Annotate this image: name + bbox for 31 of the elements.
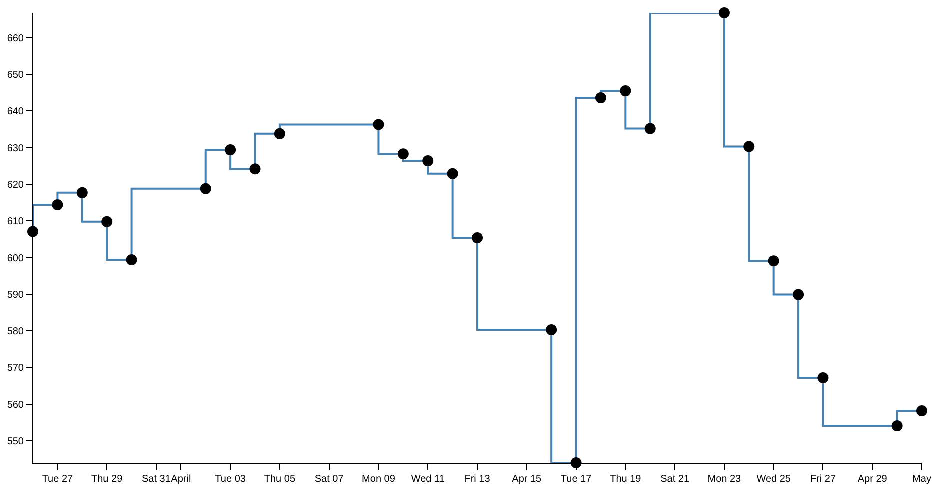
y-tick-label: 560 xyxy=(7,400,24,411)
y-tick-label: 660 xyxy=(7,33,24,44)
y-tick-label: 550 xyxy=(7,436,24,448)
x-tick-label: Sat 07 xyxy=(314,474,344,485)
x-tick-label: Tue 27 xyxy=(42,474,74,485)
x-tick-label: Tue 17 xyxy=(560,474,592,485)
x-tick-label: Mon 09 xyxy=(362,474,396,485)
x-tick-label: April xyxy=(171,474,192,485)
y-tick-label: 640 xyxy=(7,106,24,118)
y-tick-label: 650 xyxy=(7,70,24,82)
x-tick-label: Thu 19 xyxy=(610,474,642,485)
x-tick-label: Wed 11 xyxy=(411,474,446,485)
x-tick-label: Thu 05 xyxy=(264,474,296,485)
x-tick-label: Fri 27 xyxy=(810,474,836,485)
x-tick-label: Fri 13 xyxy=(464,474,491,485)
x-tick-label: Apr 15 xyxy=(512,474,542,485)
y-tick-label: 620 xyxy=(7,180,24,191)
y-tick-label: 630 xyxy=(7,143,24,154)
x-tick-label: Sat 21 xyxy=(660,474,690,485)
y-tick-label: 610 xyxy=(7,216,24,228)
x-tick-label: May xyxy=(912,474,932,485)
y-tick-label: 580 xyxy=(7,326,24,338)
x-tick-label: Thu 29 xyxy=(92,474,124,485)
x-tick-label: Sat 31 xyxy=(142,474,172,485)
y-tick-label: 570 xyxy=(7,363,24,374)
x-tick-label: Wed 25 xyxy=(756,474,792,485)
x-tick-label: Apr 29 xyxy=(858,474,888,485)
x-tick-label: Tue 03 xyxy=(215,474,246,485)
y-tick-label: 600 xyxy=(7,253,24,264)
y-tick-label: 590 xyxy=(7,290,24,301)
x-tick-label: Mon 23 xyxy=(708,474,742,485)
